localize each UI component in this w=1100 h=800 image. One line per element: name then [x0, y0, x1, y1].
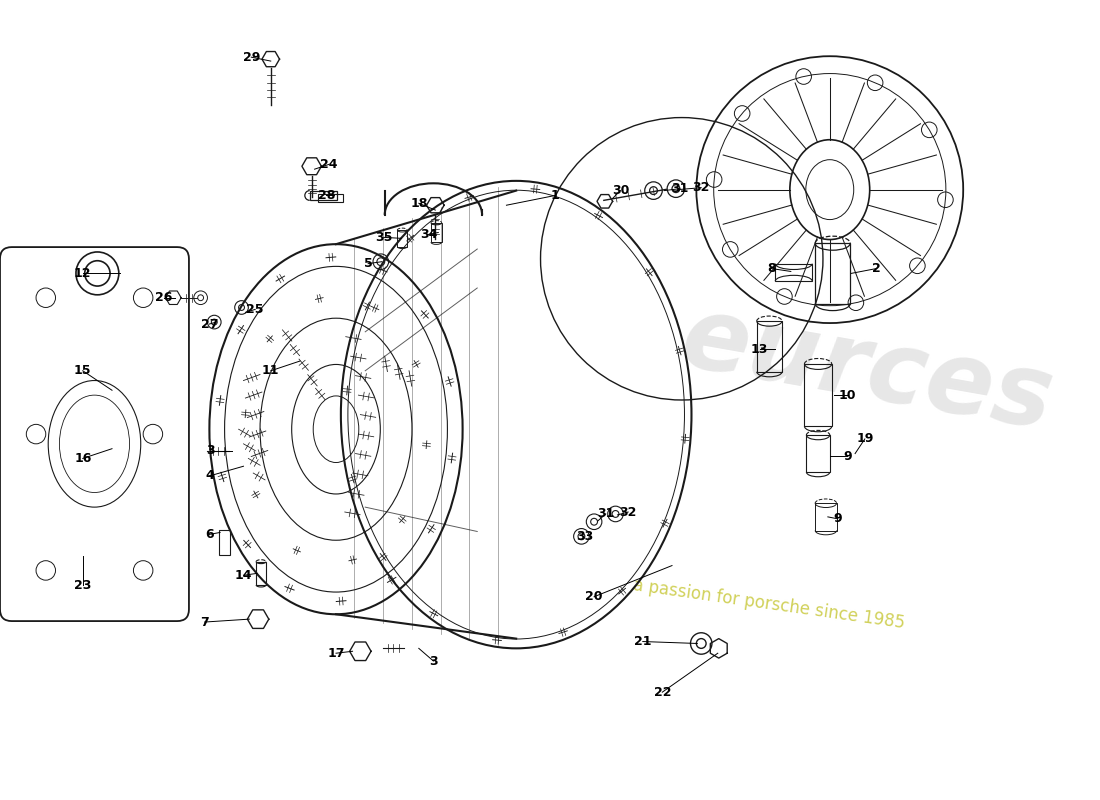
Text: 34: 34: [420, 228, 437, 241]
Bar: [757, 321, 782, 372]
Text: 15: 15: [74, 364, 91, 378]
Text: a passion for porsche since 1985: a passion for porsche since 1985: [632, 577, 906, 633]
Text: 6: 6: [205, 528, 213, 541]
Text: 31: 31: [671, 182, 689, 195]
Text: 30: 30: [612, 184, 629, 197]
Text: 12: 12: [74, 267, 91, 280]
Text: 28: 28: [318, 189, 336, 202]
Text: 22: 22: [653, 686, 671, 698]
Text: 26: 26: [155, 291, 173, 304]
Text: 16: 16: [74, 452, 91, 465]
Bar: [431, 222, 442, 242]
Text: 1: 1: [551, 189, 560, 202]
Text: 7: 7: [200, 615, 209, 629]
Bar: [256, 562, 266, 585]
Text: 33: 33: [575, 530, 593, 543]
Text: eurces: eurces: [673, 290, 1060, 451]
Text: 3: 3: [206, 444, 214, 457]
Text: 2: 2: [872, 262, 881, 275]
Text: 31: 31: [597, 507, 615, 521]
Text: 25: 25: [246, 303, 264, 316]
Text: 11: 11: [262, 364, 279, 378]
Text: 32: 32: [693, 181, 710, 194]
Text: 5: 5: [364, 257, 373, 270]
Text: 13: 13: [751, 343, 768, 356]
Bar: [397, 230, 407, 246]
Bar: [806, 435, 829, 472]
Bar: [310, 190, 337, 200]
Text: 3: 3: [429, 654, 438, 667]
Text: 23: 23: [74, 578, 91, 591]
Bar: [319, 194, 343, 202]
Text: 14: 14: [234, 569, 252, 582]
Bar: [804, 364, 832, 426]
Text: 21: 21: [634, 635, 651, 648]
Text: 4: 4: [205, 470, 213, 482]
Text: 32: 32: [619, 506, 637, 518]
Text: 17: 17: [328, 646, 344, 660]
Text: 35: 35: [375, 231, 393, 244]
Text: 27: 27: [200, 318, 218, 330]
Text: 18: 18: [410, 197, 428, 210]
Text: 20: 20: [585, 590, 603, 603]
Bar: [815, 243, 850, 303]
Bar: [219, 530, 230, 555]
Text: 10: 10: [838, 389, 856, 402]
Text: 29: 29: [243, 50, 260, 64]
Text: 24: 24: [320, 158, 338, 171]
Text: 9: 9: [843, 450, 851, 463]
Bar: [776, 264, 812, 281]
Text: 19: 19: [856, 433, 873, 446]
Bar: [815, 503, 837, 530]
Text: 8: 8: [767, 262, 775, 275]
Text: 9: 9: [834, 512, 842, 526]
